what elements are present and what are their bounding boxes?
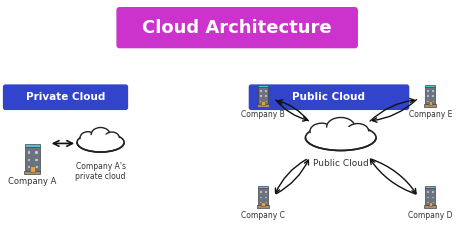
Text: Company D: Company D — [408, 211, 453, 220]
Bar — [424, 104, 436, 107]
Bar — [260, 101, 262, 102]
Ellipse shape — [347, 123, 369, 139]
FancyBboxPatch shape — [4, 85, 128, 109]
Bar — [425, 186, 435, 188]
Text: Company B: Company B — [241, 110, 285, 119]
Text: Company A's
private cloud: Company A's private cloud — [75, 162, 126, 181]
Text: Public Cloud: Public Cloud — [313, 159, 369, 168]
Bar — [427, 101, 429, 102]
Bar — [25, 144, 39, 147]
Bar — [35, 166, 37, 169]
Bar — [262, 202, 264, 206]
Bar — [257, 205, 269, 208]
Bar — [35, 159, 37, 161]
Text: Company A: Company A — [8, 177, 56, 186]
Bar — [265, 90, 267, 92]
Bar — [424, 205, 436, 208]
Bar — [24, 171, 40, 174]
Bar — [265, 191, 267, 193]
Bar — [260, 202, 262, 203]
Ellipse shape — [305, 125, 376, 151]
Bar — [427, 202, 429, 203]
Text: Company E: Company E — [409, 110, 452, 119]
Text: Cloud Architecture: Cloud Architecture — [142, 19, 332, 37]
FancyBboxPatch shape — [117, 8, 357, 48]
Bar — [432, 101, 434, 102]
Bar — [428, 101, 432, 105]
Ellipse shape — [307, 127, 374, 149]
Bar — [265, 95, 267, 97]
Ellipse shape — [91, 127, 110, 142]
Bar — [260, 197, 262, 198]
Bar — [30, 166, 35, 172]
Bar — [432, 191, 434, 193]
Bar — [425, 188, 435, 206]
Bar — [258, 188, 268, 206]
Bar — [428, 202, 432, 206]
Bar — [425, 87, 435, 105]
Bar — [427, 95, 429, 97]
Bar — [425, 85, 435, 87]
Bar — [28, 159, 30, 161]
Bar — [258, 87, 268, 105]
Bar — [262, 101, 264, 105]
Ellipse shape — [80, 132, 96, 144]
Bar — [432, 202, 434, 203]
Bar — [35, 152, 37, 154]
Bar — [28, 166, 30, 169]
Bar — [258, 85, 268, 87]
Bar — [265, 197, 267, 198]
Bar — [265, 202, 267, 203]
Bar — [427, 90, 429, 92]
Bar — [432, 197, 434, 198]
FancyBboxPatch shape — [249, 85, 409, 109]
Bar — [432, 90, 434, 92]
Ellipse shape — [327, 118, 355, 137]
Bar — [257, 104, 269, 107]
Bar — [427, 191, 429, 193]
Text: Company C: Company C — [241, 211, 285, 220]
Bar — [258, 186, 268, 188]
Bar — [427, 197, 429, 198]
Ellipse shape — [78, 134, 123, 151]
Bar — [260, 90, 262, 92]
Bar — [260, 95, 262, 97]
Bar — [432, 95, 434, 97]
Ellipse shape — [77, 133, 124, 152]
Ellipse shape — [310, 123, 333, 139]
Ellipse shape — [105, 132, 119, 143]
Bar — [265, 101, 267, 102]
Bar — [28, 152, 30, 154]
Text: Public Cloud: Public Cloud — [292, 92, 365, 102]
Bar — [25, 147, 39, 172]
Text: Private Cloud: Private Cloud — [26, 92, 105, 102]
Bar — [260, 191, 262, 193]
